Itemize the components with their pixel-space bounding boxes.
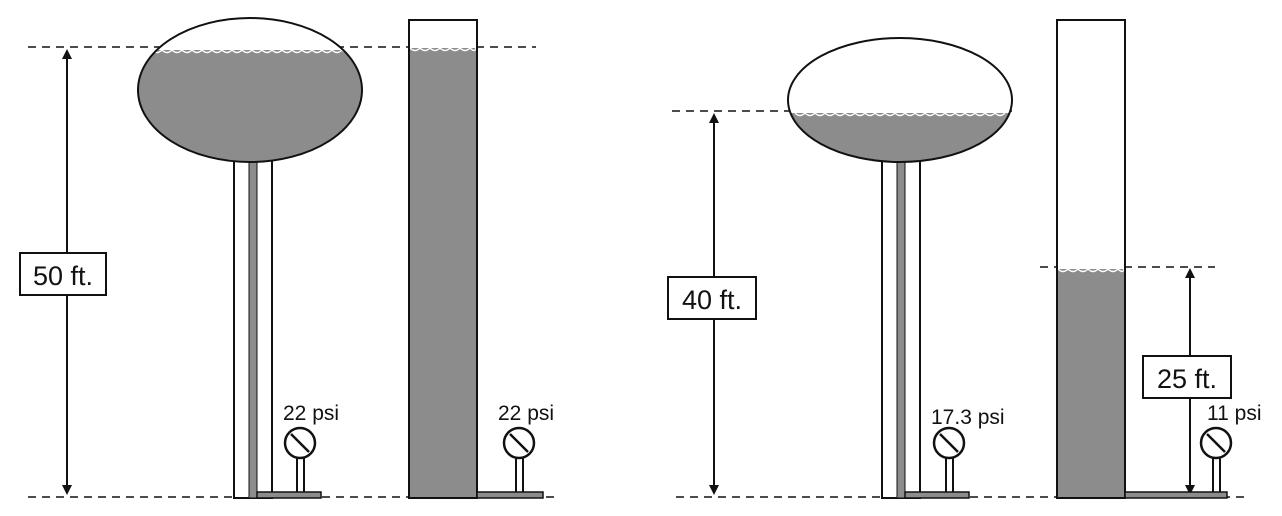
left-height-label-box	[19, 252, 107, 296]
left-standpipe-gauge: 22 psi	[476, 402, 554, 499]
right-standpipe-gauge: 11 psi	[1124, 402, 1261, 499]
left-standpipe-gauge-needle	[509, 433, 529, 453]
left-standpipe	[408, 19, 478, 499]
right-standpipe-gauge-reading: 11 psi	[1207, 402, 1261, 425]
left-tank-water	[138, 50, 362, 162]
right-tower-gauge-needle	[939, 433, 959, 453]
left-standpipe-gauge-reading: 22 psi	[498, 402, 554, 425]
right-standpipe-gauge-base-pipe	[1124, 491, 1228, 499]
right-standpipe-water-surface	[1057, 268, 1125, 273]
right-tower-height-label-box	[667, 276, 757, 320]
left-tower-riser-pipe	[248, 157, 258, 499]
left-height-label: 50 ft.	[33, 261, 93, 291]
right-standpipe	[1056, 19, 1126, 499]
right-tower-height-label: 40 ft.	[682, 285, 742, 315]
left-standpipe-water	[409, 48, 477, 498]
right-panel: 40 ft. 17.3 psi 25 ft	[667, 19, 1261, 499]
right-standpipe-gauge-needle	[1206, 433, 1226, 453]
right-standpipe-height-label-box	[1142, 355, 1232, 399]
right-water-tower	[787, 37, 1013, 499]
right-standpipe-outline	[1056, 19, 1126, 499]
right-tower-riser-pipe	[896, 157, 906, 499]
left-tank-outline	[137, 17, 363, 163]
right-standpipe-water	[1057, 269, 1125, 498]
right-tower-gauge-base-pipe	[904, 491, 970, 499]
left-water-tower	[137, 17, 363, 499]
left-standpipe-gauge-base-pipe	[476, 491, 544, 499]
left-tower-gauge: 22 psi	[256, 402, 339, 499]
right-tank-outline	[787, 37, 1013, 163]
right-tower-gauge: 17.3 psi	[904, 406, 1005, 499]
right-tank-water-surface	[794, 112, 1006, 117]
left-tower-gauge-needle	[290, 433, 310, 453]
left-standpipe-outline	[408, 19, 478, 499]
left-standpipe-water-surface	[409, 47, 477, 52]
left-panel: 50 ft. 22 psi	[19, 17, 560, 499]
left-tower-gauge-base-pipe	[256, 491, 322, 499]
right-standpipe-height-label: 25 ft.	[1157, 364, 1217, 394]
left-tank-water-surface	[141, 49, 353, 54]
right-tower-gauge-reading: 17.3 psi	[931, 406, 1005, 429]
left-tower-gauge-reading: 22 psi	[283, 402, 339, 425]
